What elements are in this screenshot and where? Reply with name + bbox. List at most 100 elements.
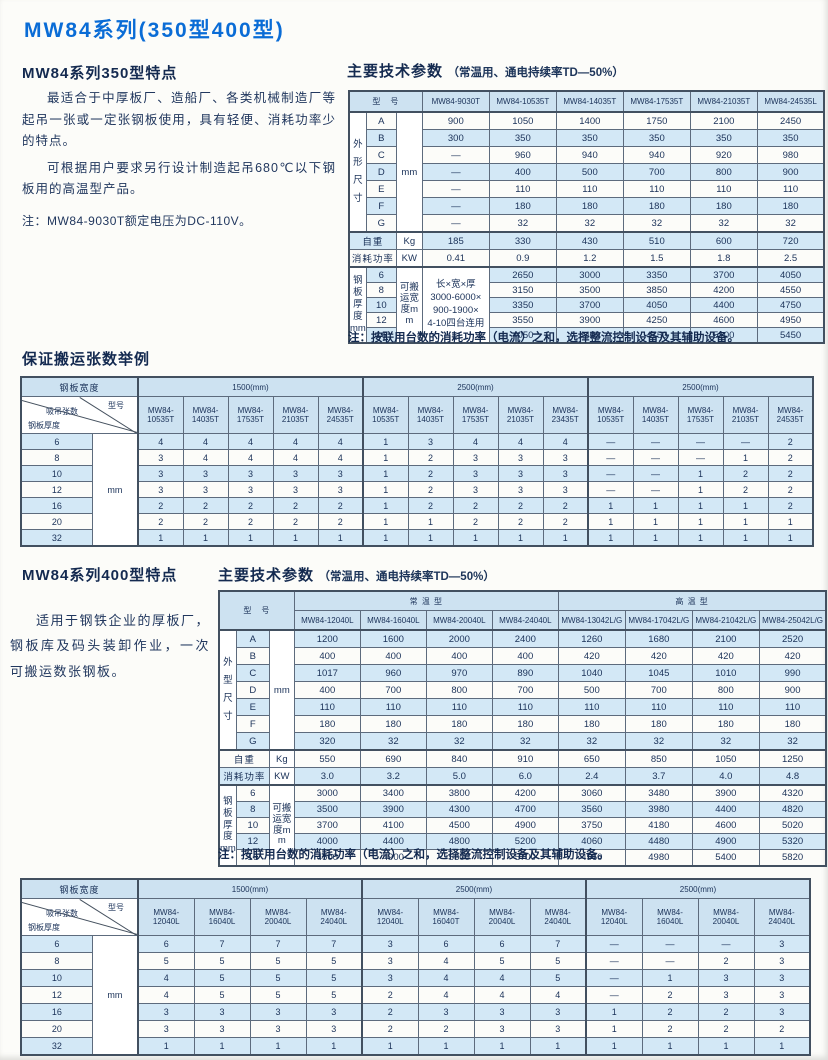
dim-value: 110 bbox=[689, 180, 758, 198]
dim-letter: C bbox=[365, 146, 397, 164]
model-header: MW84-24040L bbox=[305, 898, 363, 936]
dim-value: 1017 bbox=[293, 664, 361, 682]
section-350-note: 注：MW84-9030T额定电压为DC-110V。 bbox=[22, 214, 252, 228]
sheet-count: 1 bbox=[497, 529, 544, 547]
sheet-count: 3 bbox=[227, 481, 274, 498]
carry-value: 4900 bbox=[691, 833, 760, 850]
dim-value: — bbox=[421, 163, 490, 181]
carry-value: 4400 bbox=[555, 327, 624, 344]
sheet-count: 3 bbox=[497, 465, 544, 482]
sheet-count: 3 bbox=[542, 465, 589, 482]
sheet-count: 3 bbox=[497, 449, 544, 466]
dim-value: 1750 bbox=[622, 111, 691, 130]
section-350-heading: MW84系列350型特点 bbox=[22, 65, 178, 82]
thickness-value-label: 32 bbox=[20, 529, 93, 547]
dim-value: 110 bbox=[293, 698, 361, 716]
sheet-count: 1 bbox=[632, 529, 679, 547]
width-group: 1500(mm) bbox=[137, 376, 364, 397]
weight-label: 自重 bbox=[218, 749, 270, 768]
sheet-count: 4 bbox=[272, 433, 319, 450]
carry-value: 4200 bbox=[689, 282, 758, 298]
sheet-count: 7 bbox=[193, 935, 251, 953]
dim-value: 110 bbox=[691, 698, 760, 716]
dim-value: 350 bbox=[622, 129, 691, 147]
sheet-count: 2 bbox=[317, 497, 364, 514]
dim-value: 110 bbox=[622, 180, 691, 198]
sheet-count: 3 bbox=[452, 465, 499, 482]
sheet-count: 2 bbox=[137, 497, 184, 514]
diag-label-thickness: 钢板厚度 bbox=[28, 421, 60, 430]
sheet-count: 1 bbox=[193, 1037, 251, 1056]
sheet-count: 1 bbox=[362, 433, 409, 450]
sheet-count: 3 bbox=[452, 449, 499, 466]
sheet-count: 4 bbox=[473, 986, 531, 1004]
sheet-count: 2 bbox=[767, 481, 814, 498]
spec-400-heading-main: 主要技术参数 bbox=[218, 567, 315, 584]
dim-value: — bbox=[421, 180, 490, 198]
sheet-count: 3 bbox=[317, 481, 364, 498]
dim-value: 180 bbox=[758, 715, 827, 733]
weight-value: 840 bbox=[425, 749, 493, 768]
dim-value: 110 bbox=[624, 698, 693, 716]
thickness-value-label: 8 bbox=[20, 449, 93, 466]
power-label: 消耗功率 bbox=[348, 249, 397, 268]
sheet-count: 1 bbox=[137, 529, 184, 547]
sheet-count: 4 bbox=[227, 449, 274, 466]
carry-value: 4180 bbox=[624, 817, 693, 834]
dim-value: 110 bbox=[359, 698, 427, 716]
sheet-count: 1 bbox=[677, 481, 724, 498]
sheet-count: 2 bbox=[697, 1003, 755, 1021]
sheet-count: 1 bbox=[677, 497, 724, 514]
sheet-count: 1 bbox=[767, 529, 814, 547]
sheet-count: — bbox=[697, 935, 755, 953]
model-header: MW84-16040L bbox=[193, 898, 251, 936]
sheet-count: 2 bbox=[497, 513, 544, 530]
sheet-count: 1 bbox=[227, 529, 274, 547]
sheet-count: — bbox=[585, 935, 643, 953]
sheet-count: 1 bbox=[587, 513, 634, 530]
carry-value: 4600 bbox=[691, 817, 760, 834]
dim-value: 110 bbox=[425, 698, 493, 716]
sheet-count: 1 bbox=[362, 465, 409, 482]
section-400-text: 适用于钢铁企业的厚板厂，钢板库及码头装卸作业，一次可搬运数张钢板。 bbox=[10, 608, 210, 684]
sheet-count: 3 bbox=[137, 1020, 195, 1038]
sheet-count: — bbox=[585, 969, 643, 987]
dim-value: 32 bbox=[491, 732, 559, 751]
dim-value: 400 bbox=[425, 647, 493, 665]
model-header: MW84-14035T bbox=[632, 396, 679, 434]
sheet-count: 2 bbox=[407, 481, 454, 498]
sheet-count: 2 bbox=[722, 465, 769, 482]
model-header: MW84-10535T bbox=[488, 90, 557, 113]
thickness-label: 钢板厚度 mm bbox=[218, 784, 237, 867]
weight-value: 720 bbox=[756, 231, 825, 250]
sheet-count: 1 bbox=[587, 497, 634, 514]
dim-value: 320 bbox=[293, 732, 361, 751]
sheet-count: 7 bbox=[529, 935, 587, 953]
unit-mm: mm bbox=[91, 935, 139, 1056]
dim-value: 350 bbox=[555, 129, 624, 147]
sheet-count: 2 bbox=[272, 513, 319, 530]
carry-value: 4900 bbox=[359, 849, 427, 867]
model-header: MW84-14035T bbox=[555, 90, 624, 113]
dim-value: 110 bbox=[555, 180, 624, 198]
weight-value: 550 bbox=[293, 749, 361, 768]
carry-value: 3560 bbox=[557, 801, 626, 818]
power-value: 6.0 bbox=[491, 767, 559, 786]
sheet-count: — bbox=[632, 481, 679, 498]
sheet-count: 5 bbox=[193, 986, 251, 1004]
thickness-value-label: 12 bbox=[20, 481, 93, 498]
thickness-value-label: 20 bbox=[20, 513, 93, 530]
dim-value: — bbox=[421, 214, 490, 233]
sheet-count: 5 bbox=[305, 986, 363, 1004]
model-header: MW84-21042L/G bbox=[691, 610, 760, 631]
dim-value: 900 bbox=[421, 111, 490, 130]
dim-label: 外型尺寸 bbox=[218, 629, 237, 751]
sheet-count: 2 bbox=[182, 513, 229, 530]
spec-400: 型 号常 温 型高 温 型 MW84-12040L MW84-16040L MW84-… bbox=[218, 590, 828, 867]
sheet-count: — bbox=[641, 952, 699, 970]
model-header: MW84-14035T bbox=[407, 396, 454, 434]
dim-value: — bbox=[421, 146, 490, 164]
dim-value: 32 bbox=[756, 214, 825, 233]
sheet-count: 5 bbox=[529, 969, 587, 987]
sheet-count: 4 bbox=[182, 449, 229, 466]
